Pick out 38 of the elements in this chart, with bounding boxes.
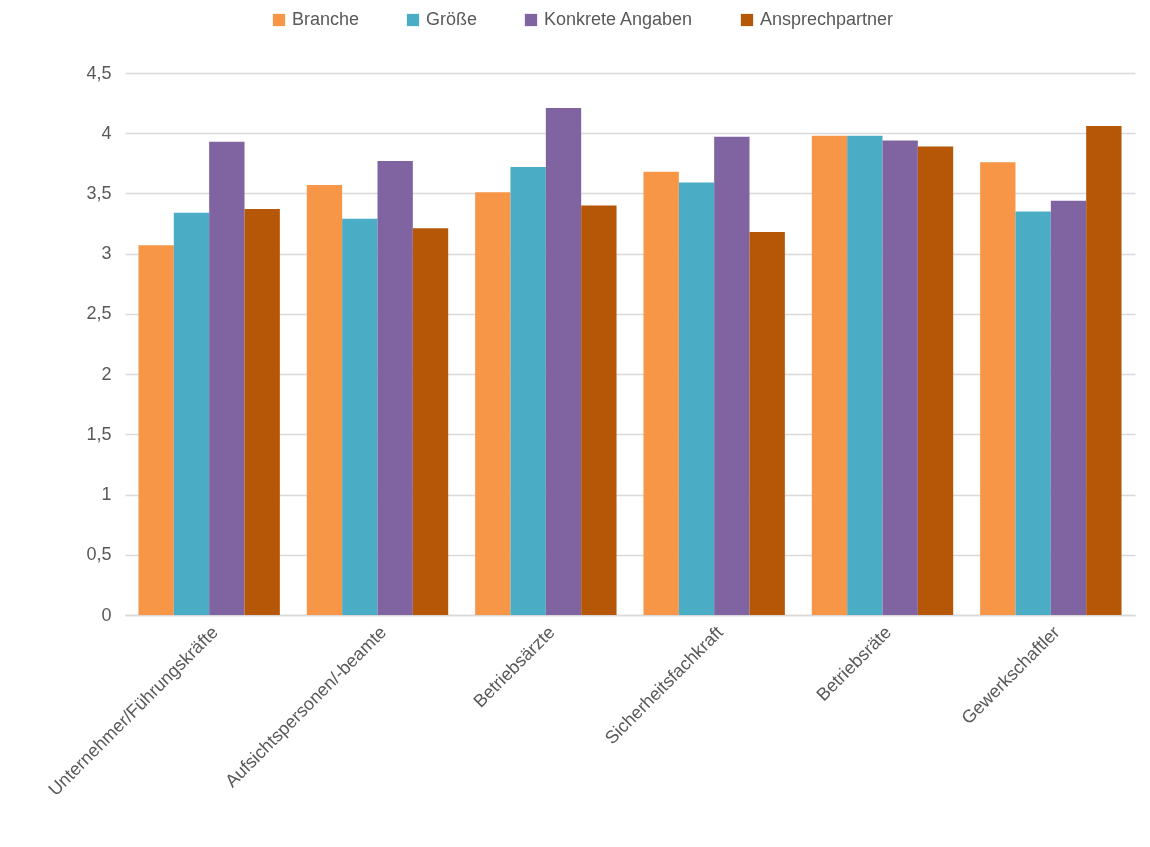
y-tick-label: 3,5 <box>86 182 112 203</box>
bar <box>412 228 449 615</box>
bar <box>714 136 750 615</box>
legend-label: Größe <box>426 9 478 29</box>
bar <box>209 141 245 615</box>
bar <box>244 209 280 615</box>
legend-label: Konkrete Angaben <box>544 9 693 29</box>
bar <box>342 218 378 615</box>
y-tick-label: 1,5 <box>86 423 112 444</box>
y-tick-label: 0 <box>101 604 112 625</box>
bar <box>475 192 511 615</box>
y-tick-label: 4 <box>101 122 112 143</box>
bar <box>1015 211 1051 615</box>
y-tick-label: 3 <box>101 243 112 264</box>
bar <box>917 146 954 615</box>
bar <box>643 171 679 615</box>
bar <box>980 162 1016 615</box>
bar <box>545 107 582 615</box>
bar <box>847 135 883 615</box>
bar <box>581 205 617 615</box>
legend-label: Ansprechpartner <box>760 9 894 29</box>
bar <box>1086 126 1122 615</box>
y-tick-label: 2,5 <box>86 303 112 324</box>
y-tick-label: 1 <box>101 484 112 505</box>
bar <box>1050 200 1087 615</box>
legend-label: Branche <box>292 9 360 29</box>
y-tick-label: 2 <box>101 363 112 384</box>
y-tick-label: 4,5 <box>86 62 112 83</box>
bar <box>306 185 343 615</box>
bar <box>510 166 546 615</box>
bar <box>678 182 715 615</box>
bar <box>749 231 785 615</box>
bar <box>377 160 413 615</box>
bar <box>138 245 174 615</box>
bar <box>811 135 848 615</box>
y-tick-label: 0,5 <box>86 544 112 565</box>
bar <box>173 212 210 615</box>
bar <box>882 140 918 615</box>
